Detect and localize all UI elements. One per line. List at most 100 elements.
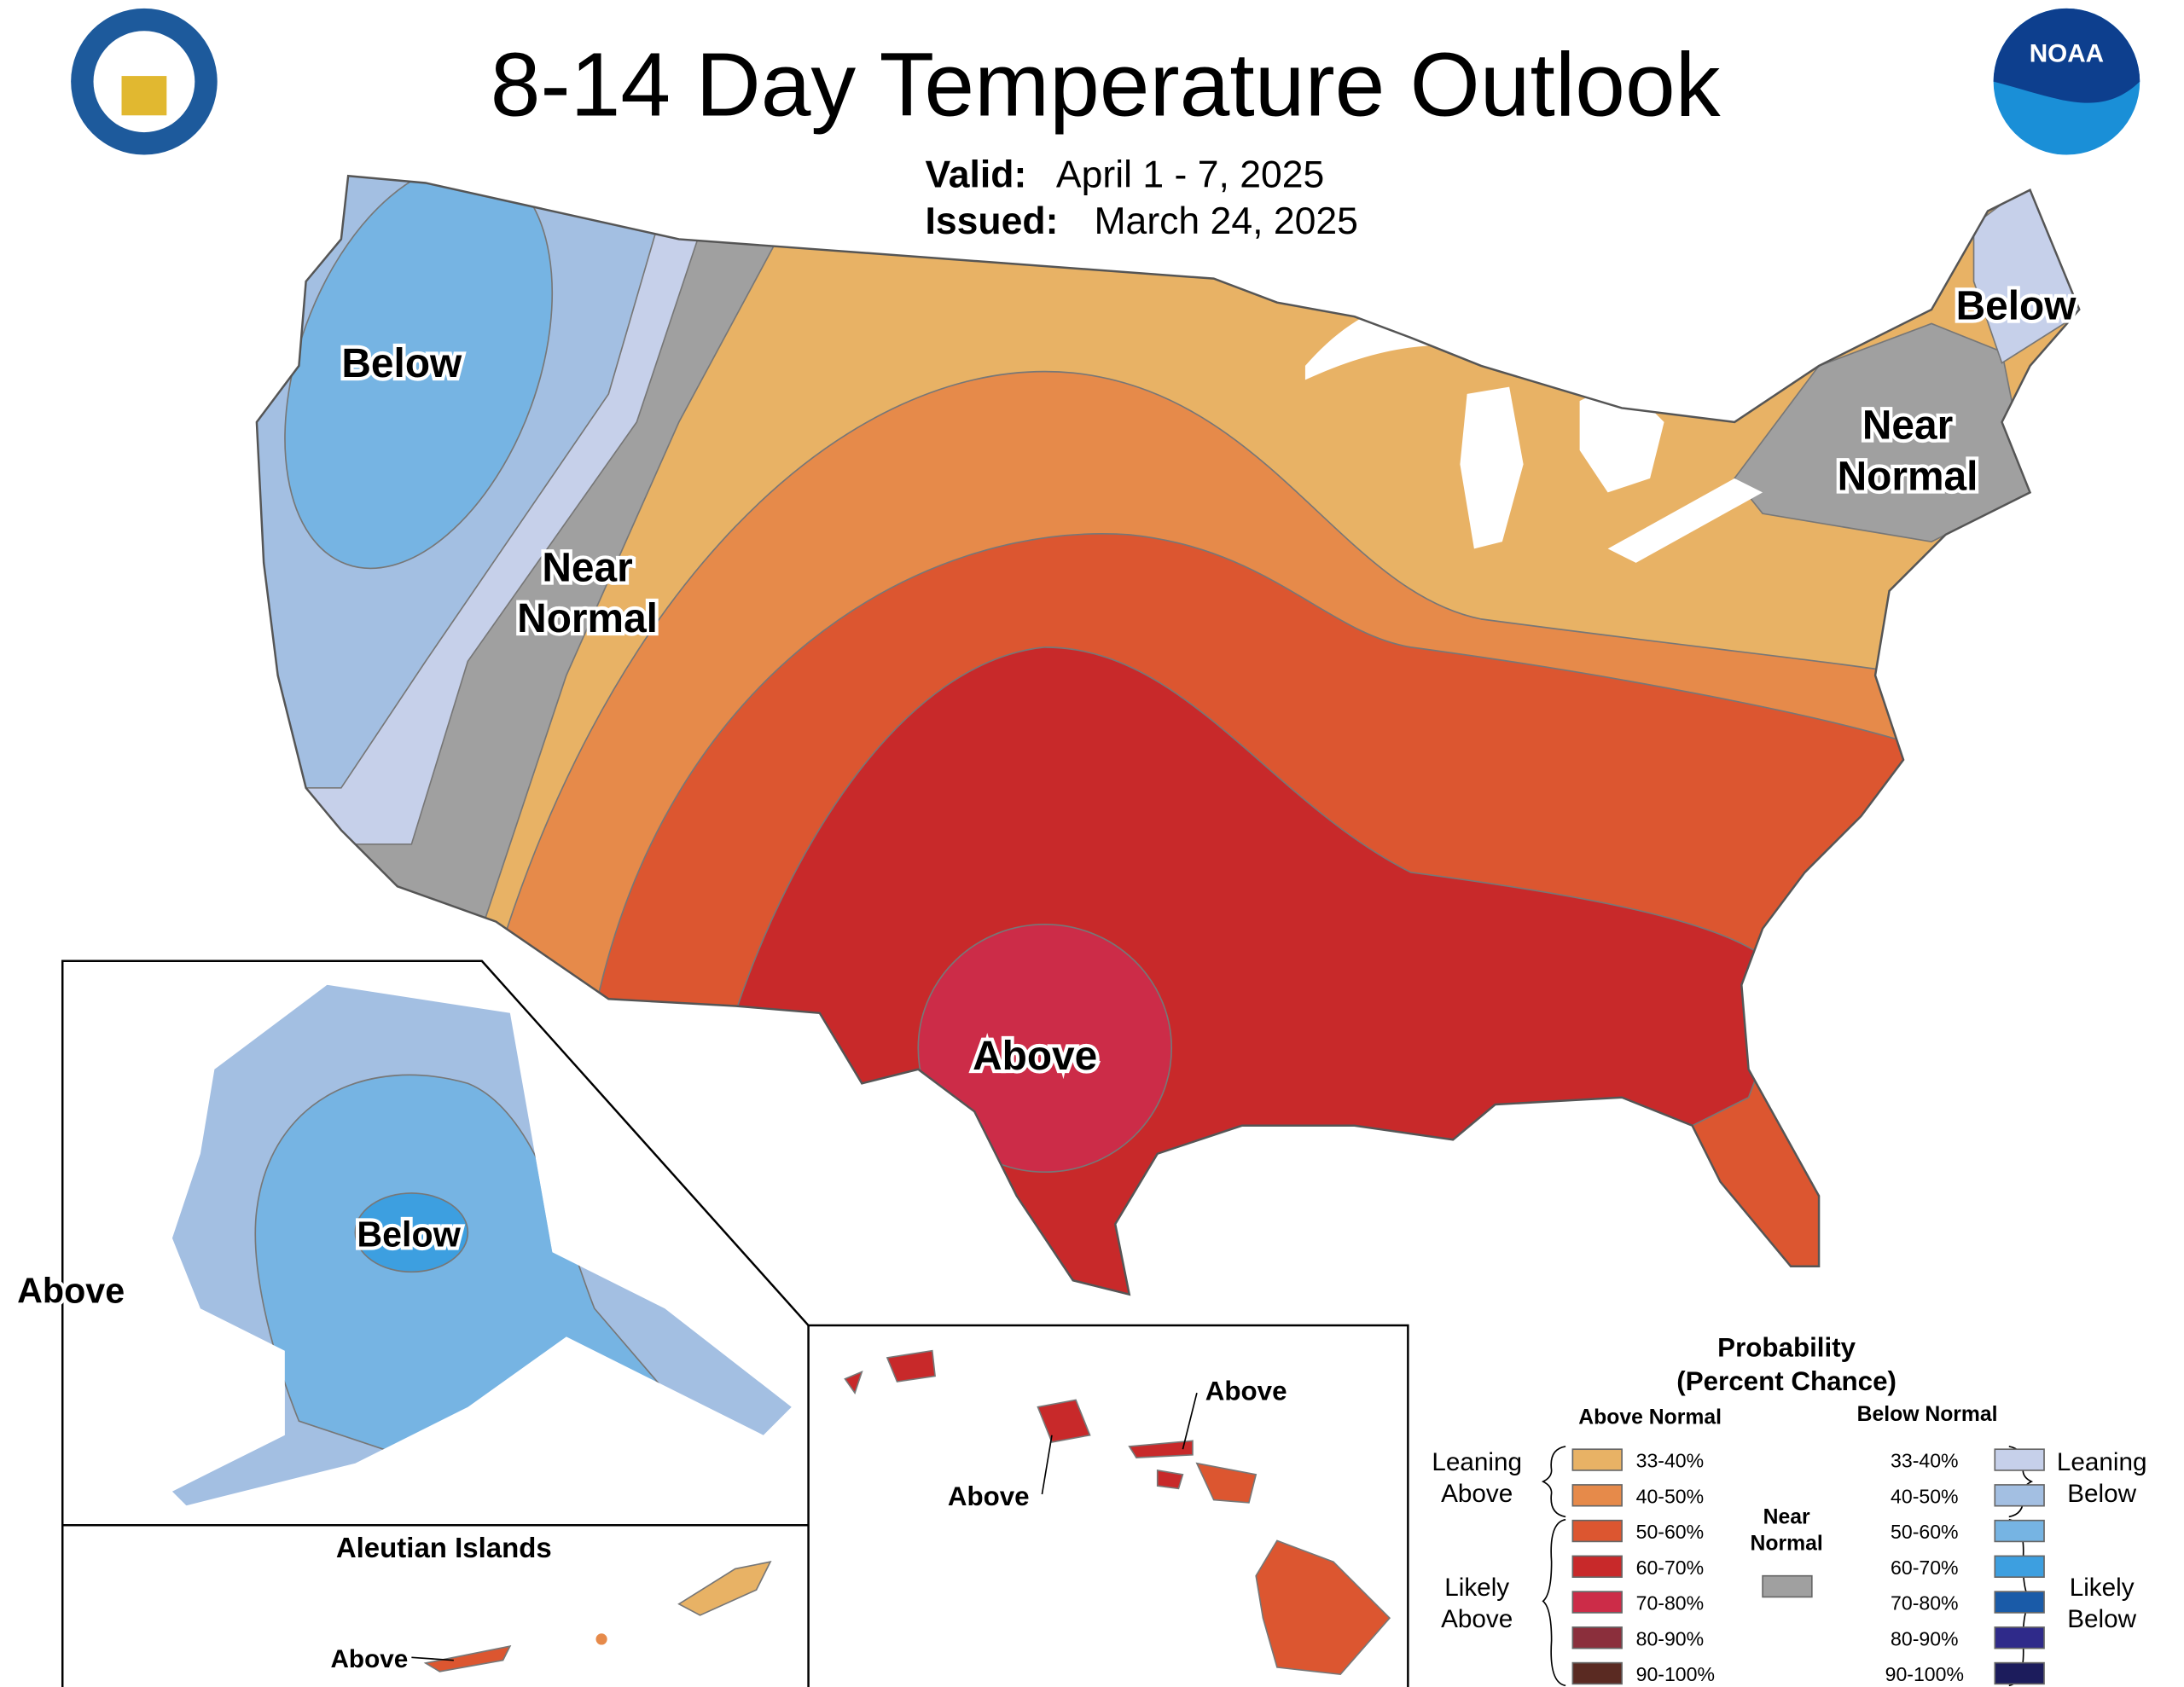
text-line: Above	[973, 1034, 1097, 1079]
map-label: Below	[341, 341, 462, 386]
issued: March 24, 2025	[1094, 200, 1357, 242]
map-label: Above	[331, 1645, 409, 1673]
text-line: Above	[1441, 1480, 1513, 1508]
near-label: Near Normal	[1751, 1506, 1823, 1556]
legend-swatch	[1571, 1626, 1623, 1649]
lake	[1607, 478, 1763, 563]
aleutian-title: Aleutian Islands	[336, 1532, 552, 1563]
legend-label: 90-100%	[1885, 1663, 1964, 1685]
region	[354, 1192, 469, 1273]
legend-label: 70-80%	[1636, 1592, 1705, 1615]
legend-swatch	[1994, 1484, 2045, 1507]
legend-swatch	[1571, 1661, 1623, 1685]
issued-label: Issued:	[926, 200, 1059, 242]
island	[595, 1633, 607, 1645]
legend-title: Probability	[1717, 1332, 1856, 1362]
legend-label: 80-90%	[1891, 1627, 1959, 1649]
title: 8-14 Day Temperature Outlook	[491, 34, 1721, 135]
legend-swatch	[1571, 1484, 1623, 1507]
island	[1195, 1462, 1258, 1504]
legend-label: 40-50%	[1636, 1485, 1705, 1507]
region	[917, 924, 1173, 1174]
island	[423, 1645, 512, 1673]
doc-seal	[121, 76, 167, 116]
map-labels: Below Near Normal Below Near Normal Above …	[14, 280, 2080, 1677]
legend-label: 70-80%	[1891, 1592, 1959, 1615]
region	[284, 176, 554, 570]
inset-frame	[61, 959, 1409, 1687]
text-line: Above	[1441, 1605, 1513, 1633]
lake	[1460, 386, 1524, 549]
legend-label: 33-40%	[1636, 1450, 1705, 1472]
legend-swatch	[1994, 1591, 2045, 1614]
legend-label: 50-60%	[1891, 1521, 1959, 1543]
text-line: Below	[2067, 1480, 2136, 1508]
group-label: Likely Below	[2067, 1574, 2136, 1633]
valid-label: Valid:	[926, 154, 1027, 195]
valid: April 1 - 7, 2025	[1056, 154, 1324, 195]
text-line: Above	[331, 1645, 409, 1673]
text-line: Below	[1956, 283, 2077, 328]
text-line: Above	[17, 1272, 125, 1311]
island	[1255, 1539, 1391, 1676]
text-line: Normal	[1838, 455, 1978, 500]
legend-swatch	[1994, 1519, 2045, 1543]
legend: Probability (Percent Chance) Above Norma…	[1432, 1332, 2147, 1687]
text-line: Near	[1862, 403, 1953, 449]
legend-swatch	[1762, 1574, 1813, 1598]
text-line: Above	[948, 1481, 1030, 1511]
map-label: Above	[948, 1481, 1030, 1511]
map-label: Above	[973, 1034, 1097, 1079]
island	[886, 1349, 936, 1383]
text-line: Below	[357, 1215, 461, 1255]
legend-label: 60-70%	[1636, 1557, 1705, 1579]
group-label: Leaning Above	[1432, 1448, 1522, 1508]
map-label: Below	[1956, 283, 2077, 328]
text-line: Below	[2067, 1605, 2136, 1633]
island	[844, 1371, 863, 1395]
legend-swatch	[1994, 1555, 2045, 1578]
text-line: Likely	[1444, 1574, 1509, 1602]
legend-label: 90-100%	[1636, 1663, 1715, 1685]
pointer	[1041, 1435, 1053, 1495]
legend-label: 40-50%	[1891, 1485, 1959, 1507]
brace	[1542, 1518, 1566, 1687]
text-line: Near	[1763, 1506, 1810, 1529]
brace	[1541, 1446, 1566, 1518]
region	[254, 1074, 681, 1479]
island	[1128, 1440, 1194, 1458]
group-label: Likely Above	[1441, 1574, 1513, 1633]
legend-swatch	[1994, 1448, 2045, 1471]
map-label: Near Normal	[517, 545, 658, 641]
legend-label: 50-60%	[1636, 1521, 1705, 1543]
above-header: Above Normal	[1578, 1406, 1722, 1429]
legend-swatch	[1571, 1555, 1623, 1578]
below-header: Below Normal	[1857, 1403, 1998, 1426]
hawaii	[844, 1349, 1391, 1676]
legend-subtitle: (Percent Chance)	[1676, 1366, 1896, 1396]
text-line: Near	[542, 545, 632, 590]
text-line: Normal	[1751, 1533, 1823, 1556]
pointer	[411, 1656, 454, 1661]
map-label: Above	[1205, 1376, 1287, 1406]
legend-label: 60-70%	[1891, 1557, 1959, 1579]
group-label: Leaning Below	[2057, 1448, 2147, 1508]
aleutians	[423, 1561, 772, 1673]
text-line: Below	[341, 341, 462, 386]
legend-swatch	[1994, 1626, 2045, 1649]
noaa-logo	[1993, 8, 2140, 103]
island	[1037, 1399, 1091, 1443]
map-label: Below	[357, 1215, 461, 1255]
text-line: Leaning	[1432, 1448, 1522, 1476]
island	[677, 1561, 772, 1616]
legend-swatch	[1571, 1519, 1623, 1543]
text-line: Normal	[517, 596, 658, 641]
text-line: Leaning	[2057, 1448, 2147, 1476]
legend-label: 80-90%	[1636, 1627, 1705, 1649]
map-label: Near Normal	[1838, 403, 1978, 500]
pointer	[1182, 1393, 1198, 1450]
island	[1156, 1469, 1184, 1490]
legend-swatch	[1571, 1591, 1623, 1614]
noaa-text: NOAA	[2030, 40, 2104, 68]
